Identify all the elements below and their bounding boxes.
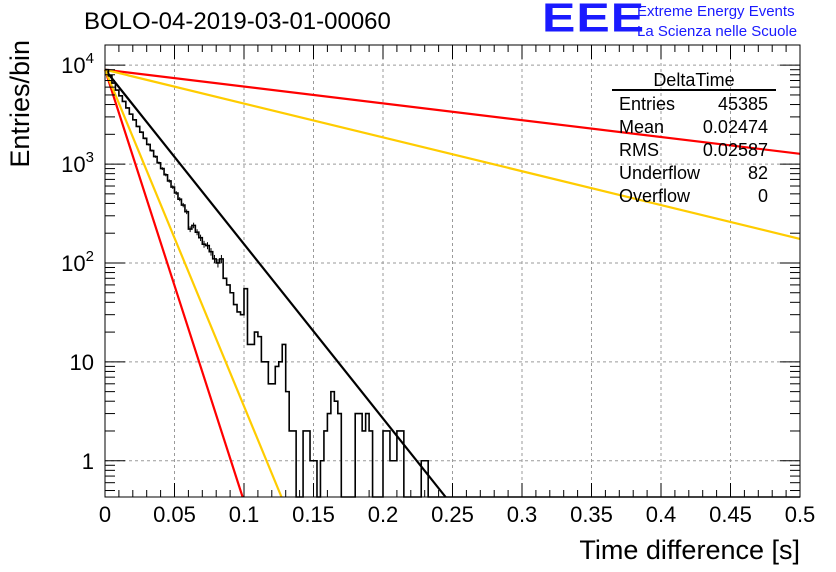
y-axis-label: Entries/bin	[5, 40, 35, 168]
x-tick-label: 0.2	[368, 502, 399, 527]
stats-value: 0.02474	[703, 117, 768, 137]
grid	[105, 45, 800, 497]
y-tick-label: 10	[70, 350, 94, 375]
fit-curve	[103, 69, 244, 498]
eee-logo: EEE	[542, 0, 646, 41]
stats-label: Underflow	[619, 163, 701, 183]
x-tick-label: 0.05	[153, 502, 196, 527]
x-tick-label: 0.25	[431, 502, 474, 527]
y-tick-label: 102	[61, 248, 94, 276]
stats-label: RMS	[619, 140, 659, 160]
stats-value: 45385	[718, 94, 768, 114]
chart-title: BOLO-04-2019-03-01-00060	[84, 8, 391, 35]
stats-box-title: DeltaTime	[653, 70, 734, 90]
y-tick-label: 1	[82, 449, 94, 474]
x-tick-label: 0.4	[646, 502, 677, 527]
fit-curve	[104, 69, 447, 498]
x-tick-label: 0	[99, 502, 111, 527]
histogram-outline	[105, 68, 800, 498]
x-tick-label: 0.35	[570, 502, 613, 527]
x-tick-label: 0.3	[507, 502, 538, 527]
stats-value: 0.02587	[703, 140, 768, 160]
y-tick-labels: 1 10 102 103 104	[61, 50, 94, 474]
fit-curve	[104, 68, 801, 155]
fit-curve	[104, 68, 801, 240]
fit-curve	[103, 69, 283, 498]
fit-curves	[103, 68, 801, 498]
y-tick-label: 104	[61, 50, 94, 78]
x-tick-label: 0.5	[785, 502, 816, 527]
stats-label: Mean	[619, 117, 664, 137]
stats-label: Overflow	[619, 186, 691, 206]
logo-line-1: Extreme Energy Events	[637, 3, 795, 20]
histogram	[105, 68, 800, 498]
axis-ticks	[104, 45, 801, 497]
stats-box: DeltaTime Entries 45385 Mean 0.02474 RMS 0.025…	[612, 70, 776, 206]
x-tick-label: 0.45	[709, 502, 752, 527]
logo-line-2: La Scienza nelle Scuole	[637, 23, 798, 40]
x-axis-label: Time difference [s]	[579, 535, 800, 565]
y-tick-label: 103	[61, 149, 94, 177]
stats-value: 82	[748, 163, 768, 183]
x-tick-label: 0.15	[292, 502, 335, 527]
stats-value: 0	[758, 186, 768, 206]
x-tick-labels: 0 0.05 0.1 0.15 0.2 0.25 0.3 0.35 0.4 0.45 0.5	[99, 502, 815, 527]
x-tick-label: 0.1	[229, 502, 260, 527]
stats-label: Entries	[619, 94, 675, 114]
